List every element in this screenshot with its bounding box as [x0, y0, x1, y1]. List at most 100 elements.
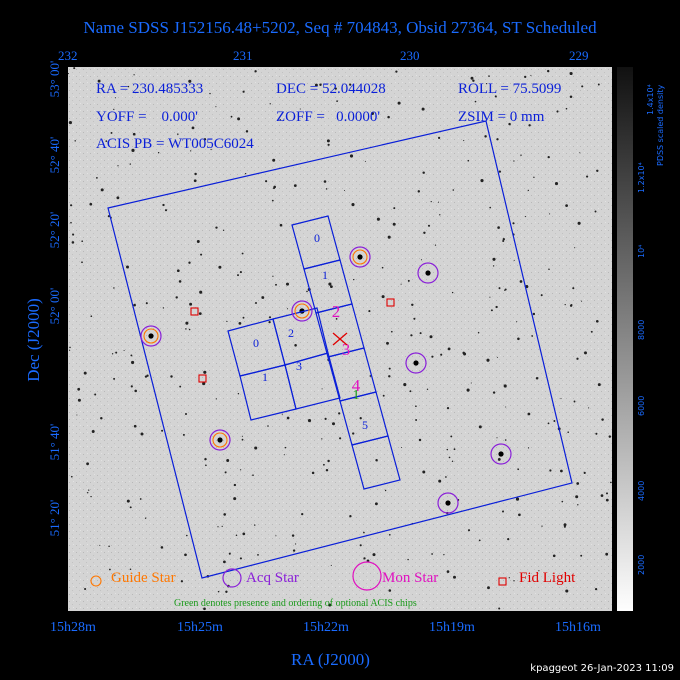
background-star [574, 247, 576, 249]
background-star [95, 176, 98, 179]
background-star [349, 83, 352, 86]
background-star [160, 546, 164, 549]
background-star [99, 544, 101, 546]
background-star [222, 229, 225, 231]
background-star [498, 170, 502, 173]
background-star [512, 222, 515, 225]
fid-light-1[interactable] [190, 307, 199, 316]
background-star [431, 355, 434, 358]
background-star [549, 469, 552, 472]
background-star [363, 531, 365, 534]
background-star [283, 454, 285, 456]
background-star [563, 523, 567, 527]
background-star [339, 437, 342, 440]
background-star [314, 83, 318, 87]
guide-star-4[interactable] [352, 249, 368, 265]
acq-star-6[interactable] [405, 352, 427, 374]
acq-star-4[interactable] [349, 246, 371, 268]
acq-star-7[interactable] [490, 443, 512, 465]
bottom-tick-15h22m: 15h22m [303, 620, 349, 635]
background-star [426, 388, 429, 390]
background-star [226, 320, 228, 323]
acq-stars [140, 246, 512, 514]
background-star [326, 139, 330, 143]
background-star [502, 239, 505, 243]
background-star [415, 419, 418, 421]
bottom-tick-15h25m: 15h25m [177, 620, 223, 635]
background-star [397, 101, 401, 105]
colorbar-tick-2000: 2000 [637, 554, 646, 575]
guide-star-2[interactable] [212, 432, 228, 448]
background-star [221, 525, 223, 528]
background-star [139, 498, 142, 500]
background-star [524, 75, 527, 79]
sky-image[interactable]: 0 2 1 3 0 1 2 3 4 1 5 [68, 67, 612, 611]
background-star [487, 586, 490, 590]
background-star [605, 492, 609, 495]
background-star [450, 435, 453, 438]
background-star [261, 296, 265, 299]
background-star [480, 179, 484, 183]
background-star [513, 580, 515, 582]
background-star [273, 187, 275, 190]
acq-star-2[interactable] [209, 429, 231, 451]
background-star [584, 351, 587, 355]
background-star [145, 302, 148, 305]
background-star [230, 115, 233, 118]
background-star [242, 90, 245, 93]
background-star [565, 107, 568, 110]
background-star [89, 202, 93, 206]
background-star [130, 354, 133, 357]
background-star [579, 152, 581, 154]
background-star [517, 337, 520, 341]
acq-star-5[interactable] [417, 262, 439, 284]
background-star [126, 265, 129, 269]
background-star [324, 417, 327, 420]
background-star [492, 257, 496, 261]
legend-guide-label: Guide Star [111, 570, 176, 586]
acq-star-8[interactable] [437, 492, 459, 514]
background-star [242, 316, 245, 319]
background-star [215, 398, 217, 400]
background-star [547, 155, 550, 159]
background-star [375, 458, 378, 462]
optional-chips-note: Green denotes presence and ordering of o… [174, 598, 417, 609]
background-star [265, 180, 268, 183]
background-star [387, 115, 390, 119]
legend-guide-icon [90, 575, 102, 587]
background-star [334, 87, 337, 90]
background-star [100, 188, 104, 192]
fid-light-3[interactable] [386, 298, 395, 307]
background-star [323, 463, 325, 466]
fid-light-2[interactable] [198, 374, 207, 383]
background-star [363, 557, 366, 560]
background-star [198, 312, 202, 315]
background-star [608, 435, 612, 438]
background-star [83, 371, 87, 375]
background-star [590, 330, 593, 333]
guide-star-1[interactable] [143, 328, 159, 344]
background-star [466, 388, 470, 392]
acq-star-3[interactable] [291, 300, 313, 322]
background-star [162, 307, 165, 309]
background-star [553, 420, 556, 422]
background-star [490, 309, 493, 312]
background-star [331, 422, 336, 426]
background-star [90, 315, 93, 318]
background-star [70, 221, 72, 224]
background-star [569, 71, 573, 76]
background-star [269, 103, 271, 105]
background-star [388, 589, 392, 592]
background-star [321, 438, 323, 440]
background-star [538, 570, 540, 572]
acq-star-1[interactable] [140, 325, 162, 347]
background-star [567, 431, 569, 433]
background-star [439, 214, 441, 216]
background-star [133, 303, 136, 307]
background-star [241, 252, 244, 255]
background-star [517, 468, 520, 471]
guide-star-3[interactable] [294, 303, 310, 319]
background-star [292, 549, 296, 552]
background-star [485, 82, 488, 85]
background-star [364, 160, 366, 162]
